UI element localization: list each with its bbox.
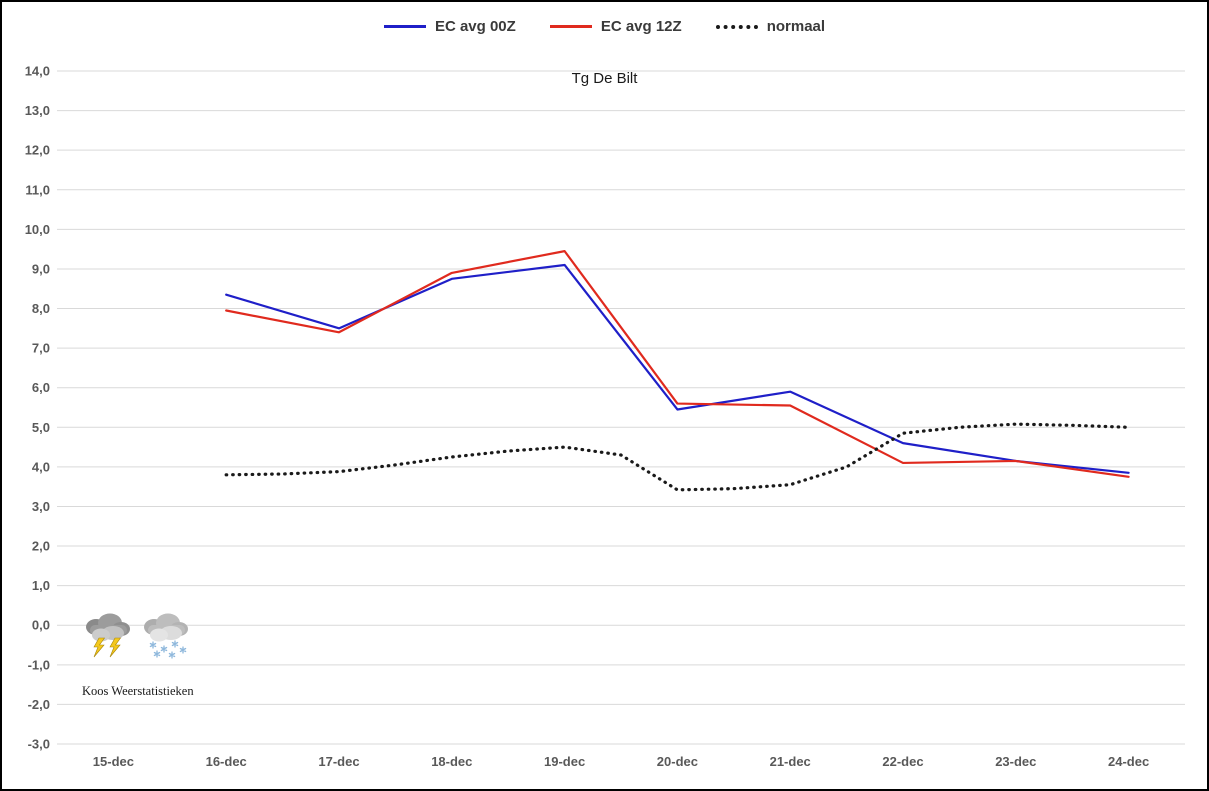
y-axis-tick-label: 1,0 bbox=[32, 578, 50, 593]
y-axis-tick-label: -1,0 bbox=[28, 657, 50, 672]
y-axis-tick-label: 8,0 bbox=[32, 301, 50, 316]
series-line-ec-avg-12z bbox=[225, 250, 1130, 478]
x-axis-tick-label: 20-dec bbox=[657, 754, 698, 769]
chart-title: Tg De Bilt bbox=[571, 70, 638, 87]
x-axis-tick-label: 24-dec bbox=[1108, 754, 1149, 769]
y-axis-tick-label: 2,0 bbox=[32, 539, 50, 554]
weather-icons bbox=[82, 610, 192, 662]
x-axis-tick-label: 17-dec bbox=[318, 754, 359, 769]
y-axis-tick-label: 9,0 bbox=[32, 261, 50, 276]
y-axis-tick-label: 12,0 bbox=[25, 143, 50, 158]
y-axis-tick-label: 7,0 bbox=[32, 341, 50, 356]
y-axis-tick-label: 0,0 bbox=[32, 618, 50, 633]
x-axis-tick-label: 21-dec bbox=[770, 754, 811, 769]
y-axis-tick-label: 10,0 bbox=[25, 222, 50, 237]
storm-cloud-icon bbox=[86, 613, 130, 658]
series-line-ec-avg-00z bbox=[225, 263, 1130, 474]
snow-cloud-icon bbox=[144, 613, 188, 659]
y-axis-tick-label: 14,0 bbox=[25, 64, 50, 79]
x-axis-tick-label: 15-dec bbox=[93, 754, 134, 769]
y-axis-tick-label: 6,0 bbox=[32, 380, 50, 395]
snowflakes bbox=[149, 640, 187, 659]
x-axis-tick-label: 18-dec bbox=[431, 754, 472, 769]
y-axis-tick-label: 5,0 bbox=[32, 420, 50, 435]
series-line-normaal bbox=[224, 422, 1131, 492]
x-axis-tick-label: 23-dec bbox=[995, 754, 1036, 769]
y-axis-tick-label: 13,0 bbox=[25, 103, 50, 118]
x-axis-tick-label: 16-dec bbox=[206, 754, 247, 769]
y-axis-tick-label: 11,0 bbox=[25, 182, 50, 197]
y-axis-tick-label: 4,0 bbox=[32, 459, 50, 474]
y-axis-tick-label: -3,0 bbox=[28, 737, 50, 752]
x-axis-tick-label: 19-dec bbox=[544, 754, 585, 769]
branding-text: Koos Weerstatistieken bbox=[82, 684, 194, 698]
x-axis-tick-label: 22-dec bbox=[882, 754, 923, 769]
y-axis-tick-label: -2,0 bbox=[28, 697, 50, 712]
y-axis-tick-label: 3,0 bbox=[32, 499, 50, 514]
